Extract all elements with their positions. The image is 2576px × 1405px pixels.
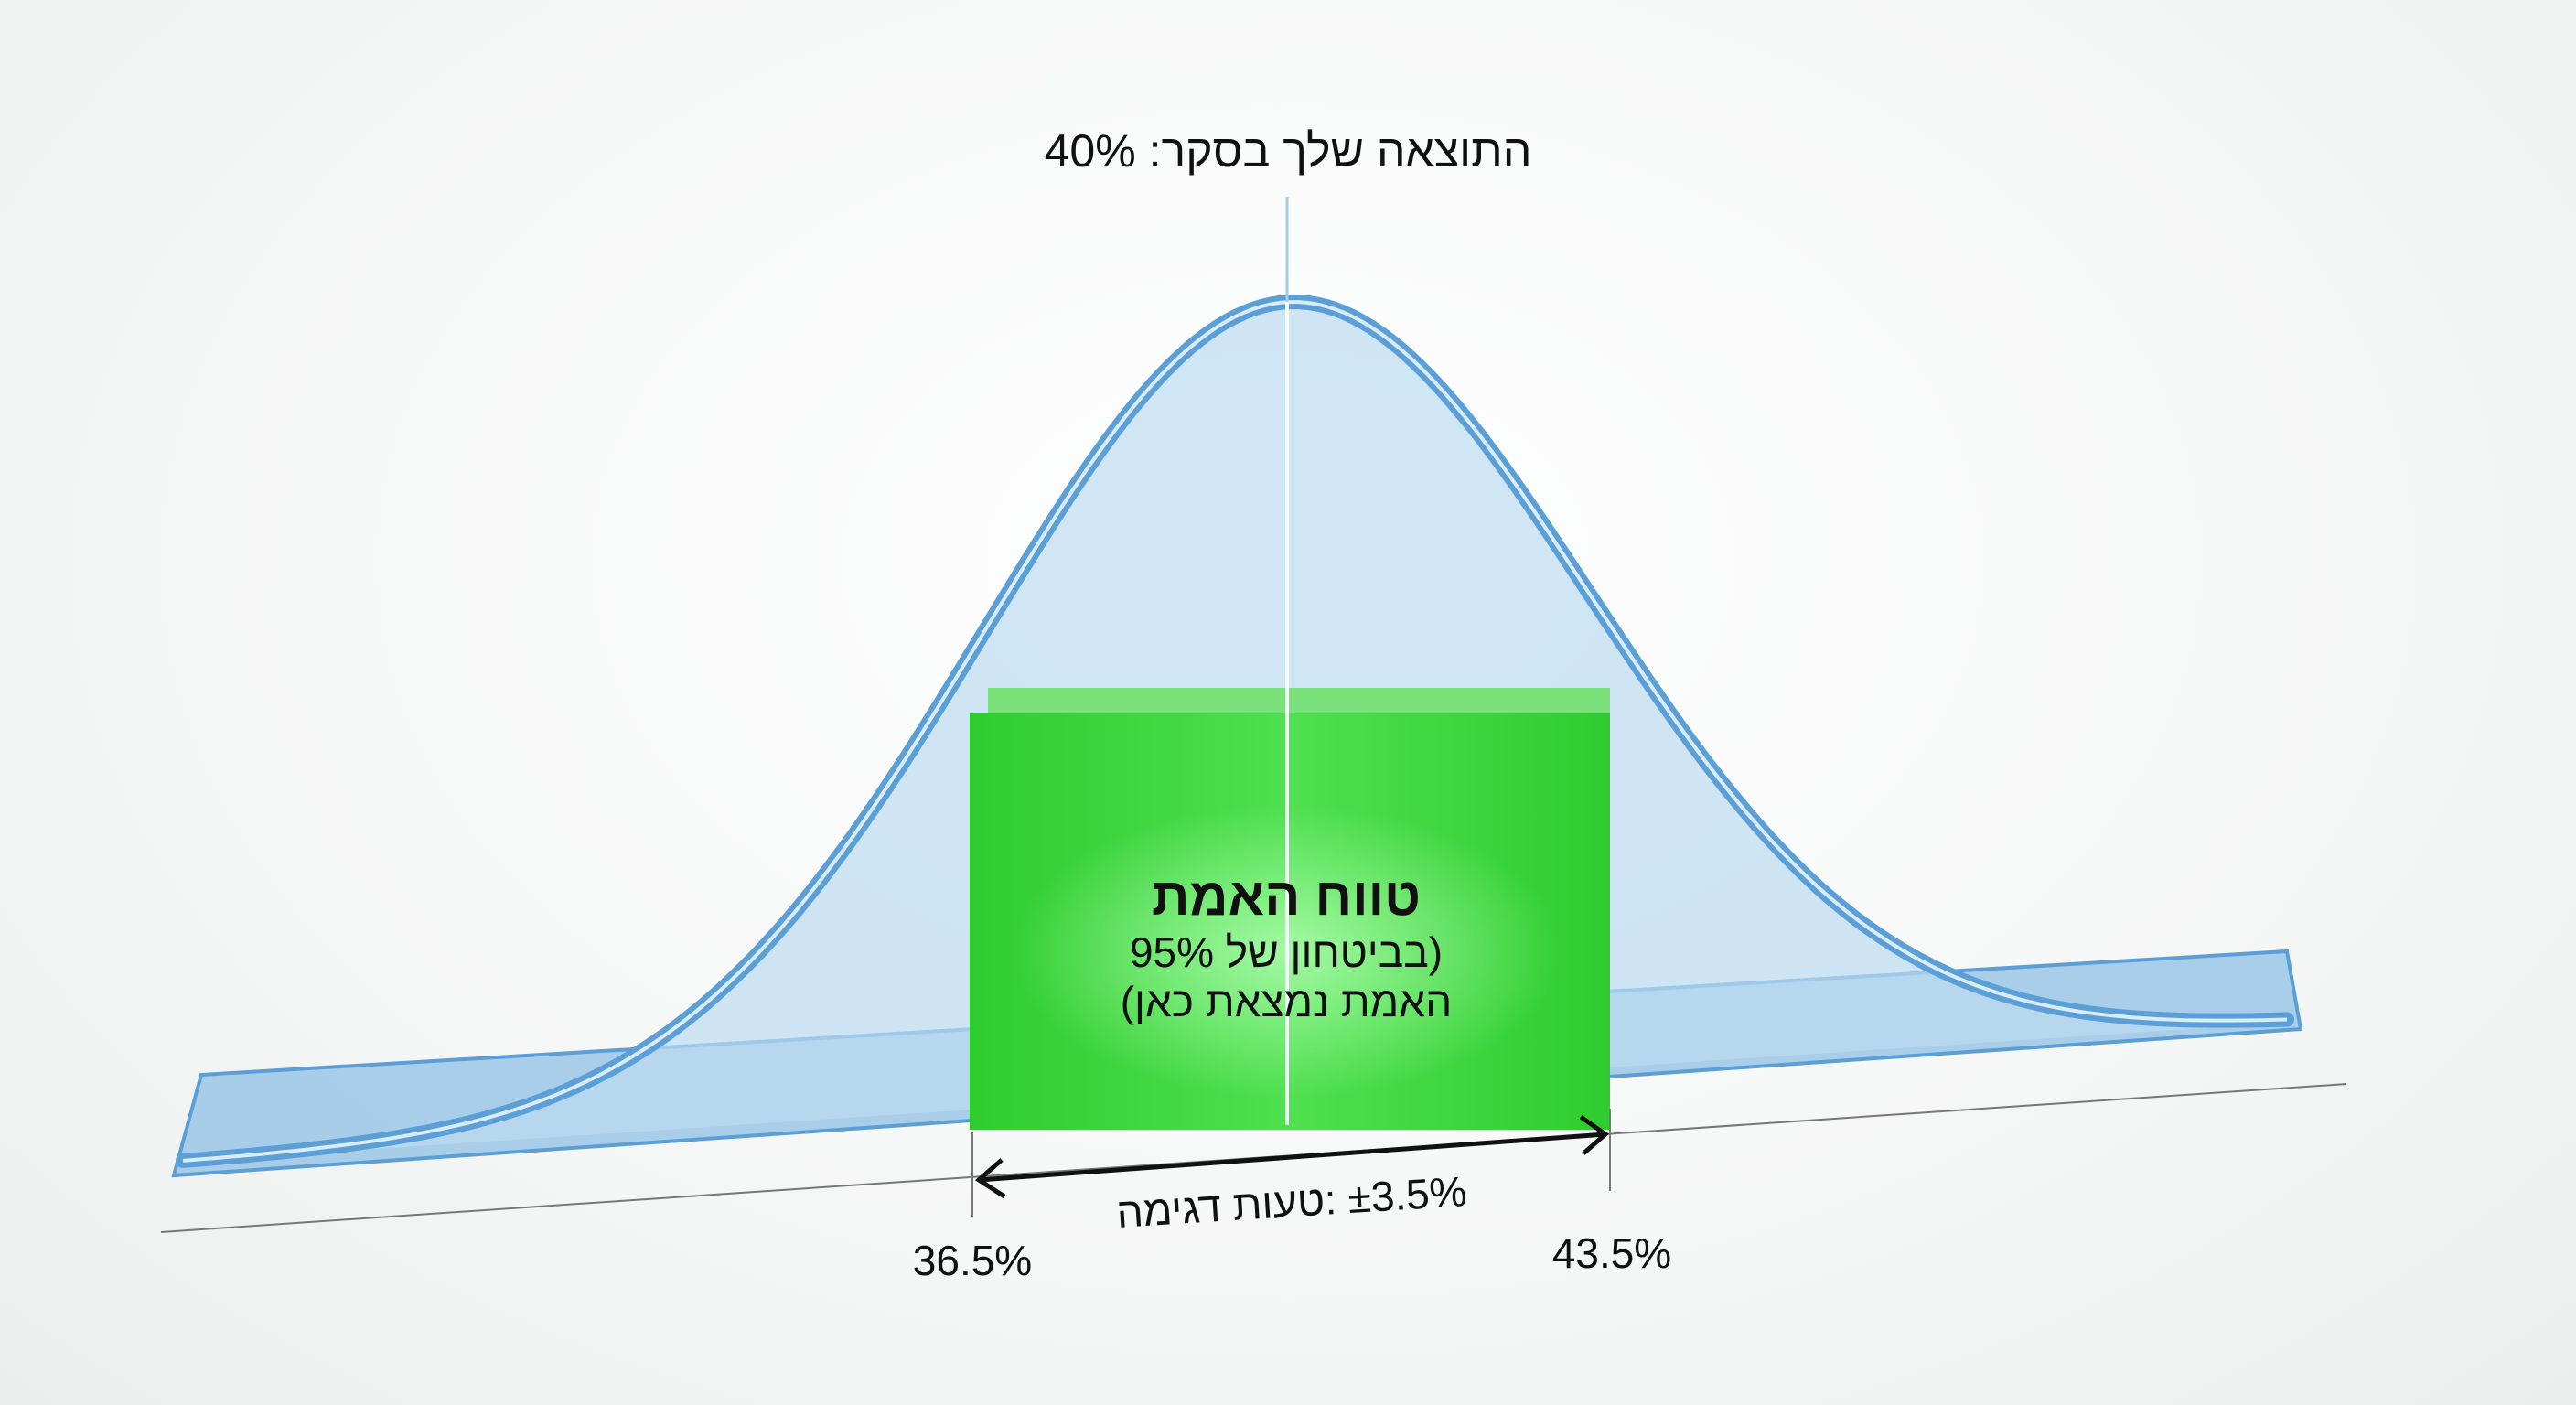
confidence-box-text: טווח האמת (בביטחון של 95% האמת נמצאת כאן… (1121, 867, 1453, 1026)
confidence-box-line1: (בביטחון של 95% (1129, 928, 1444, 976)
error-arrow (978, 1132, 1606, 1183)
lower-bound-label: 36.5% (912, 1237, 1033, 1284)
survey-result-label: התוצאה שלך בסקר: 40% (1044, 125, 1532, 177)
confidence-box-line2: האמת נמצאת כאן) (1120, 978, 1453, 1025)
confidence-box-title: טווח האמת (1151, 867, 1422, 927)
arrow-head-right (1579, 1114, 1610, 1155)
arrow-head-left (974, 1158, 1006, 1199)
upper-bound-label: 43.5% (1551, 1229, 1672, 1277)
curve-highlight (182, 300, 2288, 1163)
